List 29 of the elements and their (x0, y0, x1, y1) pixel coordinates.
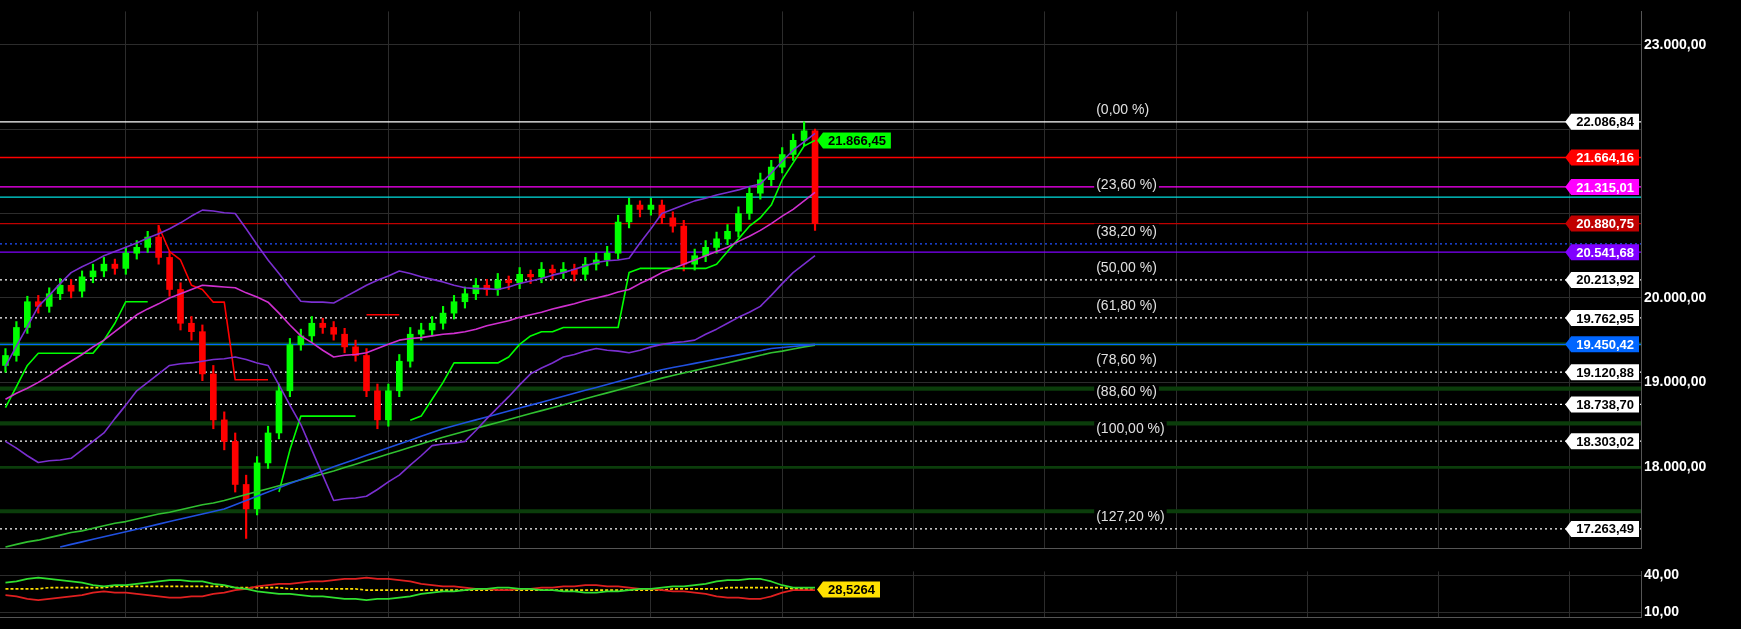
y-tick-label: 20.000,00 (1644, 288, 1707, 305)
ref-line-label: 20.213,92 (1576, 272, 1635, 288)
annotation: (78,60 %) (1096, 350, 1157, 367)
y-tick-label: 23.000,00 (1644, 35, 1707, 52)
annotation: (88,60 %) (1096, 383, 1157, 400)
annotation: (0,00 %) (1096, 100, 1150, 117)
annotation: (23,60 %) (1096, 176, 1157, 193)
ref-line-label: 18.303,02 (1576, 433, 1635, 449)
ref-line-label: 19.762,95 (1576, 310, 1635, 326)
y-tick-label: 19.000,00 (1644, 373, 1707, 390)
ref-line-label: 20.880,75 (1576, 216, 1635, 232)
ref-line-label: 21.315,01 (1576, 179, 1635, 195)
data-label: 21.866,45 (828, 132, 886, 148)
ref-line-label: 19.120,88 (1576, 364, 1635, 380)
data-label: 28,5264 (828, 582, 876, 598)
ref-line-label: 21.664,16 (1576, 150, 1635, 166)
annotation: (127,20 %) (1096, 507, 1165, 524)
annotation: (100,00 %) (1096, 420, 1165, 437)
annotation: (61,80 %) (1096, 296, 1157, 313)
ref-line-label: 19.450,42 (1576, 336, 1635, 352)
ref-line-label: 20.541,68 (1576, 244, 1635, 260)
y-tick-label: 18.000,00 (1644, 457, 1707, 474)
ref-line-label: 22.086,84 (1576, 114, 1635, 130)
ref-line-label: 18.738,70 (1576, 396, 1635, 412)
y-tick-label: 10,00 (1644, 603, 1680, 620)
y-tick-label: 40,00 (1644, 566, 1680, 583)
ref-line-label: 17.263,49 (1576, 521, 1635, 537)
annotation: (50,00 %) (1096, 258, 1157, 275)
annotation: (38,20 %) (1096, 222, 1157, 239)
